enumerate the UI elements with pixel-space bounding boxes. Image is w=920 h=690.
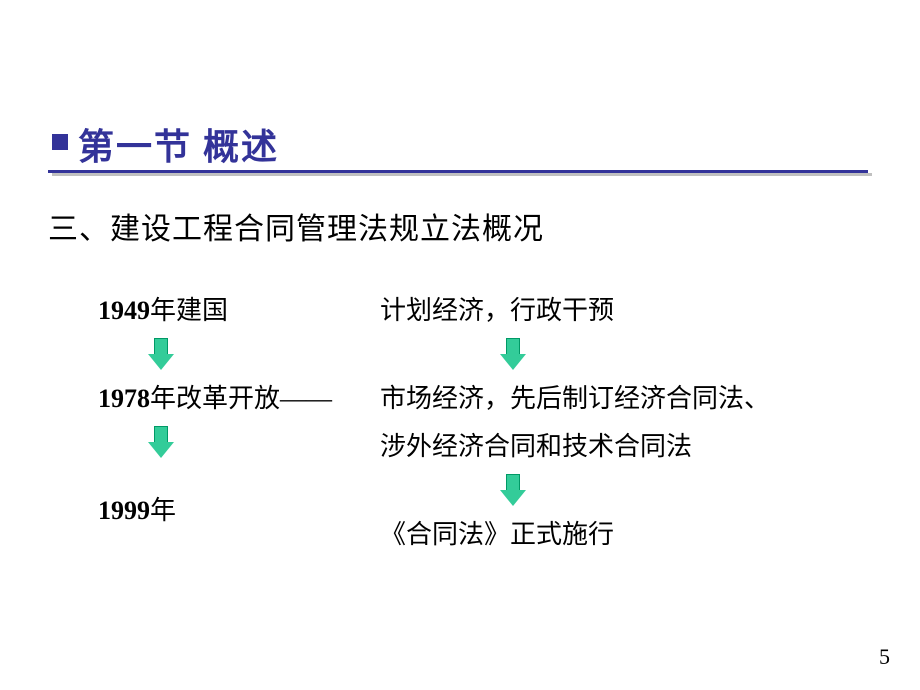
year-1999: 1999	[98, 496, 150, 525]
timeline-1949: 1949年建国	[98, 290, 228, 332]
timeline-1999: 1999年	[98, 490, 176, 532]
arrow-head	[148, 442, 174, 458]
arrow-head	[148, 354, 174, 370]
arrow-head	[500, 490, 526, 506]
desc-planned-economy: 计划经济，行政干预	[380, 290, 614, 332]
arrow-down-icon	[500, 338, 526, 372]
year-1978-suffix: 年改革开放——	[150, 384, 332, 413]
year-1949: 1949	[98, 296, 150, 325]
desc-contract-law: 《合同法》正式施行	[380, 514, 614, 556]
slide-title: 第一节 概述	[78, 127, 279, 167]
timeline-1978: 1978年改革开放——	[98, 378, 332, 420]
year-1999-suffix: 年	[150, 496, 176, 525]
title-underline	[48, 170, 868, 173]
title-underline-shadow	[52, 173, 872, 176]
desc-market-economy-line2: 涉外经济合同和技术合同法	[380, 426, 692, 468]
desc-market-economy-line1: 市场经济，先后制订经济合同法、	[380, 378, 770, 420]
page-number: 5	[879, 644, 890, 670]
slide-title-area: 第一节 概述	[78, 118, 279, 170]
arrow-down-icon	[500, 474, 526, 508]
arrow-head	[500, 354, 526, 370]
title-bullet	[52, 134, 68, 150]
arrow-down-icon	[148, 426, 174, 460]
section-subtitle: 三、建设工程合同管理法规立法概况	[48, 204, 544, 248]
arrow-down-icon	[148, 338, 174, 372]
year-1978: 1978	[98, 384, 150, 413]
year-1949-suffix: 年建国	[150, 296, 228, 325]
